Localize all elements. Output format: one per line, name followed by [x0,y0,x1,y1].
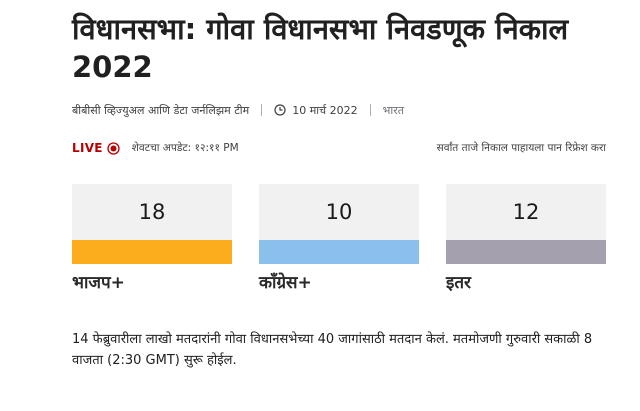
party-color-bar [259,240,419,264]
seat-count: 18 [72,184,232,240]
results-tiles: 18 भाजप+ 10 काँग्रेस+ 12 इतर [72,184,606,293]
article: विधानसभा: गोवा विधानसभा निवडणूक निकाल 20… [72,0,606,384]
byline: बीबीसी व्हिज्युअल आणि डेटा जर्नलिझम टीम … [72,100,606,120]
byline-date: 10 मार्च 2022 [292,103,358,117]
page-title: विधानसभा: गोवा विधानसभा निवडणूक निकाल 20… [72,12,569,84]
seat-count: 12 [446,184,606,240]
party-name: भाजप+ [72,273,125,293]
live-indicator-icon [107,141,120,155]
live-label: LIVE [72,141,103,155]
byline-divider [261,104,263,116]
refresh-note: सर्वांत ताजे निकाल पाहायला पान रिफ्रेश क… [436,142,606,154]
party-name: काँग्रेस+ [259,273,312,293]
clock-icon [274,104,286,116]
result-tile-others: 12 इतर [446,184,606,293]
byline-divider [369,104,371,116]
live-status-bar: LIVE शेवटचा अपडेट: १२:११ PM सर्वांत ताजे… [72,138,606,158]
party-name: इतर [446,273,471,293]
party-color-bar [72,240,232,264]
result-tile-congress: 10 काँग्रेस+ [259,184,419,293]
last-updated: शेवटचा अपडेट: १२:११ PM [131,142,239,154]
byline-author: बीबीसी व्हिज्युअल आणि डेटा जर्नलिझम टीम [72,103,250,117]
seat-count: 10 [259,184,419,240]
byline-country[interactable]: भारत [382,103,404,117]
result-tile-bjp: 18 भाजप+ [72,184,232,293]
party-color-bar [446,240,606,264]
summary-text: 14 फेब्रुवारीला लाखो मतदारांनी गोवा विधा… [72,332,593,368]
